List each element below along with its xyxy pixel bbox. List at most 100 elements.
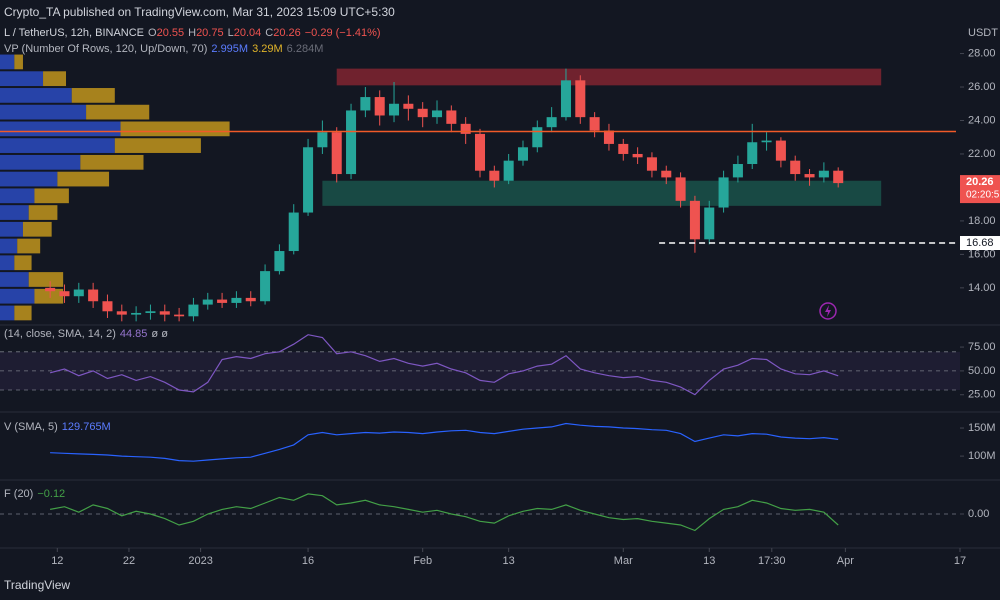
y-tick-label: 25.00 [968, 389, 996, 401]
change: −0.29 (−1.41%) [304, 27, 381, 39]
candle-body [775, 140, 786, 161]
candle-body [560, 80, 571, 118]
icon-ring[interactable] [819, 302, 837, 320]
icon-bolt[interactable] [825, 305, 831, 317]
candle-body [217, 299, 228, 303]
panel-0 [0, 54, 956, 322]
panel-1 [0, 334, 960, 396]
cmf-value: −0.12 [37, 488, 66, 500]
rsi-title: (14, close, SMA, 14, 2) [4, 328, 116, 340]
candle-body [374, 97, 385, 116]
candle-body [274, 251, 285, 272]
vp-down [86, 104, 150, 120]
vp-down [28, 205, 58, 220]
vp-title: VP (Number Of Rows, 120, Up/Down, 70) [4, 43, 208, 55]
vp-up [0, 88, 72, 103]
lightning-icon[interactable] [819, 302, 837, 320]
candle-body [231, 297, 242, 303]
candle-body [73, 289, 84, 297]
plot-layer: 28.00 26.00 24.00 22.00 18.00 16.00 14.00 75.00… [0, 47, 1000, 567]
vp-up [0, 121, 121, 137]
candle-body [632, 153, 643, 158]
candle-body [417, 108, 428, 118]
candle-body [689, 200, 700, 240]
x-tick-label: 22 [123, 555, 135, 567]
candle-body [532, 127, 543, 148]
vp-up [0, 54, 15, 70]
rsi-value: 44.85 [119, 328, 148, 340]
panel-3 [0, 493, 960, 532]
y-tick-label: 28.00 [968, 47, 996, 59]
vp-down [17, 238, 41, 254]
candle-body [59, 291, 70, 297]
x-tick-label: Apr [837, 555, 854, 567]
candle-body [704, 207, 715, 240]
ohlc-item: O20.55 [148, 27, 184, 39]
y-tick-label: 100M [968, 450, 996, 462]
publisher: Crypto_TA published on TradingView.com, … [4, 5, 395, 19]
x-tick-label: 13 [703, 555, 715, 567]
candle-body [804, 174, 815, 178]
ohlc-item: L20.04 [228, 27, 262, 39]
candle-body [159, 311, 170, 315]
x-tick-label: Mar [614, 555, 633, 567]
cmf-legend: F (20) −0.12 [4, 488, 69, 500]
last-price: 20.26 [966, 176, 994, 188]
y-tick-label: 14.00 [968, 282, 996, 294]
y-tick-label: 24.00 [968, 114, 996, 126]
vp-up [0, 305, 15, 321]
candle-body [489, 170, 500, 181]
rsi-legend: (14, close, SMA, 14, 2) 44.85 ø ø [4, 328, 172, 340]
candle-body [761, 140, 772, 143]
candle-body [589, 117, 600, 131]
symbol-line: L / TetherUS, 12h, BINANCE O20.55 H20.75 L2… [4, 27, 385, 39]
ohlc-value: 20.55 [156, 27, 185, 39]
candle-body [174, 314, 185, 317]
vp-down [34, 188, 69, 204]
vp-up [0, 221, 23, 237]
x-tick-label: 13 [503, 555, 515, 567]
candle-body [317, 132, 328, 148]
x-tick-label: 12 [51, 555, 63, 567]
vp-down [120, 121, 230, 137]
ohlc-value: 20.26 [273, 27, 301, 39]
candle-body [818, 170, 829, 178]
vp-down [71, 88, 115, 103]
brand-text: TradingView [4, 578, 70, 592]
indicator-line [50, 422, 839, 462]
candle-body [403, 103, 414, 109]
candle-body [575, 80, 586, 118]
vp-down [80, 154, 144, 170]
vp-up [0, 138, 115, 153]
candle-body [145, 311, 156, 313]
candle-body [102, 301, 113, 312]
candle-body [188, 304, 199, 317]
vp-up [0, 188, 35, 204]
zone [322, 180, 882, 206]
y-tick-label: 26.00 [968, 81, 996, 93]
candle-body [360, 97, 371, 111]
vp-down [14, 255, 32, 271]
vp-up [0, 171, 58, 187]
candle-body [202, 299, 213, 305]
x-tick-label: 2023 [188, 555, 212, 567]
vp-down [28, 272, 64, 287]
vp-line: VP (Number Of Rows, 120, Up/Down, 70) 2.9… [4, 43, 327, 55]
countdown: 02:20:5 [966, 190, 1000, 201]
vp-down [43, 71, 67, 87]
x-tick-label: 17 [954, 555, 966, 567]
candle-body [474, 133, 486, 171]
price-label-box [960, 236, 1000, 251]
vp-down [34, 288, 64, 304]
obv-value: 129.765M [61, 421, 111, 433]
ohlc-value: 20.75 [196, 27, 224, 39]
y-tick-label: 75.00 [968, 341, 996, 353]
x-tick-label: Feb [413, 555, 432, 567]
y-tick-label: 18.00 [968, 215, 996, 227]
candle-body [646, 157, 657, 171]
candle-body [546, 117, 557, 128]
price-label: 16.68 [966, 237, 994, 249]
ohlc-key: L [227, 27, 234, 39]
candle-body [245, 297, 256, 302]
candle-body [88, 289, 99, 302]
